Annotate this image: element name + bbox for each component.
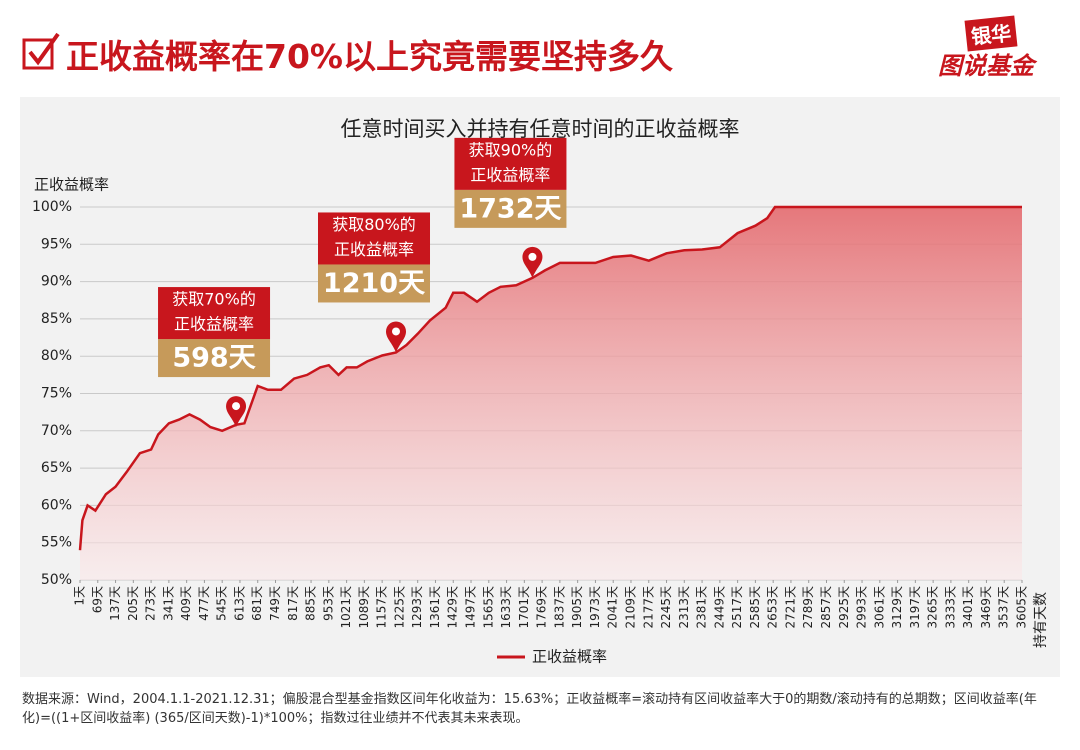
x-tick-label: 3061天 — [872, 586, 886, 629]
callout-number-box — [158, 339, 271, 378]
x-tick-label: 1429天 — [446, 586, 460, 629]
line — [78, 205, 1022, 551]
x-tick-label: 341天 — [161, 586, 175, 621]
x-tick-label: 477天 — [197, 586, 211, 621]
y-tick-label: 60% — [41, 497, 72, 513]
x-tick-label: 2585天 — [748, 586, 762, 629]
x-tick-label: 885天 — [304, 586, 318, 621]
callout-number: 1732天 — [459, 193, 561, 224]
y-tick-label: 95% — [41, 236, 72, 252]
x-tick-label: 1837天 — [552, 586, 566, 629]
x-tick-label: 1565天 — [481, 586, 495, 629]
x-tick-label: 545天 — [215, 586, 229, 621]
x-tick-label: 2313天 — [677, 586, 691, 629]
x-tick-label: 273天 — [144, 586, 158, 621]
x-tick-label: 205天 — [126, 586, 140, 621]
x-tick-label: 3401天 — [961, 586, 975, 629]
logo: 图说基金 — [938, 52, 1034, 80]
x-tick-label: 2109天 — [623, 586, 637, 629]
x-tick-label: 1905天 — [570, 586, 584, 629]
x-tick-label: 681天 — [250, 586, 264, 621]
y-tick-label: 80% — [41, 348, 72, 364]
x-tick-label: 3537天 — [997, 586, 1011, 629]
callout-box — [454, 137, 567, 190]
callout-text: 获取70%的 — [172, 290, 256, 309]
x-tick-label: 3129天 — [890, 586, 904, 629]
y-tick-label: 50% — [41, 572, 72, 588]
pin — [522, 246, 543, 278]
x-tick-label: 2857天 — [819, 586, 833, 629]
x-tick-label: 1021天 — [339, 586, 353, 629]
x-tick-label: 1089天 — [357, 586, 371, 629]
y-tick-label: 75% — [41, 386, 72, 402]
x-tick-label: 1701天 — [517, 586, 531, 629]
callout-box — [318, 212, 431, 265]
y-tick-label: 85% — [41, 311, 72, 327]
x-tick-label: 1973天 — [588, 586, 602, 629]
callout-number: 598天 — [172, 343, 255, 374]
x-tick-label: 137天 — [108, 586, 122, 621]
y-tick-label: 90% — [41, 274, 72, 290]
callout-text: 正收益概率 — [334, 240, 414, 259]
x-tick-label: 953天 — [321, 586, 335, 621]
x-tick-label: 613天 — [232, 586, 246, 621]
pin-dot — [232, 402, 241, 411]
x-tick-label: 817天 — [286, 586, 300, 621]
callout-number-box — [454, 189, 567, 228]
x-tick-label: 2993天 — [855, 586, 869, 629]
page-title: 正收益概率在70%以上究竟需要坚持多久 — [66, 37, 673, 76]
pin — [386, 321, 407, 353]
x-tick-label: 1天 — [73, 586, 87, 606]
x-tick-label: 3469天 — [979, 586, 993, 629]
x-tick-label: 3265天 — [926, 586, 940, 629]
y-tick-label: 65% — [41, 460, 72, 476]
callout-text: 正收益概率 — [174, 315, 254, 334]
x-tick-label: 1769天 — [535, 586, 549, 629]
x-tick-label: 2381天 — [695, 586, 709, 629]
check-mark — [28, 32, 60, 66]
x-tick-label: 3605天 — [1015, 586, 1029, 629]
y-tick-label: 70% — [41, 423, 72, 439]
callout-box — [158, 287, 271, 340]
x-tick-label: 2245天 — [659, 586, 673, 629]
x-tick-label: 2925天 — [837, 586, 851, 629]
x-tick-label: 1157天 — [375, 586, 389, 629]
callout-number-box — [318, 264, 431, 303]
x-tick-label: 3197天 — [908, 586, 922, 629]
x-tick-label: 2721天 — [783, 586, 797, 629]
footnote: 数据来源：Wind，2004.1.1-2021.12.31；偏股混合型基金指数区… — [22, 692, 1037, 726]
x-tick-label: 1293天 — [410, 586, 424, 629]
x-axis-label: 持有天数 — [1033, 592, 1049, 648]
x-tick-label: 1361天 — [428, 586, 442, 629]
x-tick-label: 3333天 — [943, 586, 957, 629]
x-tick-label: 2789天 — [801, 586, 815, 629]
callout-text: 获取90%的 — [469, 140, 553, 159]
y-tick-label: 100% — [32, 199, 72, 215]
x-tick-label: 2517天 — [730, 586, 744, 629]
x-tick-label: 409天 — [179, 586, 193, 621]
pin-dot — [528, 252, 537, 261]
callout-text: 获取80%的 — [332, 215, 416, 234]
pin — [226, 396, 247, 428]
x-tick-label: 1225天 — [392, 586, 406, 629]
chart-title: 任意时间买入并持有任意时间的正收益概率 — [341, 117, 740, 141]
x-tick-label: 69天 — [90, 586, 104, 613]
area-fill — [80, 207, 1022, 580]
y-tick-label: 55% — [41, 535, 72, 551]
x-tick-label: 2177天 — [641, 586, 655, 629]
x-tick-label: 2653天 — [766, 586, 780, 629]
legend-label: 正收益概率 — [532, 648, 607, 666]
check-box — [22, 38, 54, 70]
x-tick-label: 2041天 — [606, 586, 620, 629]
callout-number: 1210天 — [323, 268, 425, 299]
y-axis-label: 正收益概率 — [34, 176, 109, 194]
x-tick-label: 749天 — [268, 586, 282, 621]
x-tick-label: 1633天 — [499, 586, 513, 629]
x-tick-label: 1497天 — [464, 586, 478, 629]
callout-text: 正收益概率 — [470, 165, 550, 184]
x-tick-label: 2449天 — [712, 586, 726, 629]
pin-dot — [392, 327, 401, 336]
